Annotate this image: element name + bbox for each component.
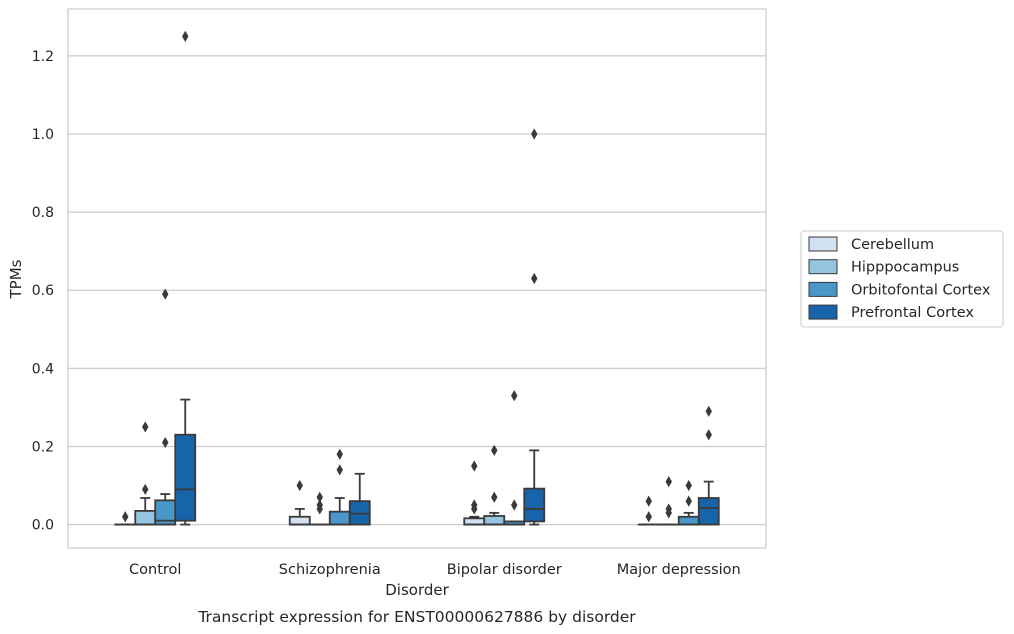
outlier-point bbox=[336, 448, 343, 460]
box-body bbox=[523, 487, 546, 523]
box-body bbox=[288, 515, 311, 526]
y-tick-labels: 0.0 0.2 0.4 0.6 0.8 1.0 1.2 bbox=[32, 49, 54, 534]
series-cerebellum bbox=[114, 460, 660, 526]
box bbox=[308, 491, 331, 526]
y-tick-label: 0.8 bbox=[32, 205, 54, 221]
y-tick-label: 1.2 bbox=[32, 49, 54, 65]
outlier-point bbox=[685, 479, 692, 492]
legend-label: Orbitofontal Cortex bbox=[851, 282, 991, 298]
chart-caption: Transcript expression for ENST0000062788… bbox=[197, 608, 636, 626]
outlier-point bbox=[531, 128, 538, 140]
box bbox=[637, 495, 660, 526]
outlier-point bbox=[685, 495, 692, 507]
series-hipppocampus bbox=[134, 421, 680, 526]
box bbox=[134, 421, 157, 526]
outlier-point bbox=[511, 499, 518, 511]
box-body bbox=[677, 515, 700, 526]
series-prefrontal-cortex bbox=[174, 30, 720, 526]
legend-label: Hipppocampus bbox=[851, 260, 959, 276]
x-tick-label: Bipolar disorder bbox=[447, 562, 562, 578]
outlier-point bbox=[645, 495, 652, 507]
outlier-point bbox=[142, 483, 149, 496]
legend-label: Prefrontal Cortex bbox=[851, 305, 974, 321]
outlier-point bbox=[645, 511, 652, 523]
outlier-point bbox=[471, 499, 478, 511]
box-body bbox=[697, 497, 720, 526]
box-body bbox=[174, 433, 197, 522]
outlier-point bbox=[665, 503, 672, 515]
outlier-point bbox=[142, 421, 149, 433]
legend-swatch bbox=[808, 281, 838, 297]
box-body bbox=[328, 510, 351, 526]
outlier-point bbox=[296, 479, 303, 492]
box bbox=[483, 444, 506, 526]
box-groups bbox=[114, 30, 720, 526]
box bbox=[697, 405, 720, 526]
box bbox=[174, 30, 197, 526]
box-body bbox=[463, 517, 486, 526]
outlier-point bbox=[182, 30, 189, 42]
outlier-point bbox=[336, 464, 343, 476]
y-tick-label: 0.6 bbox=[32, 283, 54, 299]
outlier-point bbox=[316, 491, 323, 503]
legend-swatch bbox=[808, 304, 838, 320]
outlier-point bbox=[491, 444, 498, 456]
legend-swatch bbox=[808, 259, 838, 275]
x-tick-labels: Control Schizophrenia Bipolar disorder Majo… bbox=[129, 562, 741, 578]
x-tick-label: Control bbox=[129, 562, 181, 578]
legend-label: Cerebellum bbox=[851, 237, 934, 253]
outlier-point bbox=[162, 436, 169, 449]
x-tick-label: Major depression bbox=[617, 562, 741, 578]
y-tick-label: 0.0 bbox=[32, 518, 54, 534]
plot-area bbox=[67, 8, 767, 549]
x-axis-label: Disorder bbox=[385, 581, 449, 599]
box bbox=[503, 390, 526, 526]
outlier-point bbox=[491, 491, 498, 503]
outlier-point bbox=[162, 288, 169, 300]
outlier-point bbox=[471, 460, 478, 472]
box bbox=[348, 472, 371, 526]
box bbox=[154, 288, 177, 526]
box bbox=[463, 460, 486, 526]
box-body bbox=[483, 515, 506, 526]
outlier-point bbox=[122, 511, 129, 523]
x-tick-label: Schizophrenia bbox=[279, 562, 381, 578]
box-body bbox=[134, 509, 157, 526]
y-tick-label: 0.4 bbox=[32, 361, 54, 377]
outlier-point bbox=[705, 429, 712, 441]
outlier-point bbox=[316, 499, 323, 511]
outlier-point bbox=[511, 390, 518, 402]
y-tick-label: 1.0 bbox=[32, 127, 54, 143]
box bbox=[288, 479, 311, 526]
outlier-point bbox=[665, 476, 672, 488]
legend-frame bbox=[800, 230, 1004, 328]
box bbox=[523, 128, 546, 526]
legend: Cerebellum Hipppocampus Orbitofontal Corte… bbox=[800, 230, 1004, 328]
outlier-point bbox=[705, 405, 712, 417]
y-tick-label: 0.2 bbox=[32, 439, 54, 455]
legend-swatch bbox=[808, 236, 838, 252]
y-axis-label: TPMs bbox=[7, 259, 25, 299]
box bbox=[657, 476, 680, 526]
outlier-point bbox=[531, 272, 538, 285]
